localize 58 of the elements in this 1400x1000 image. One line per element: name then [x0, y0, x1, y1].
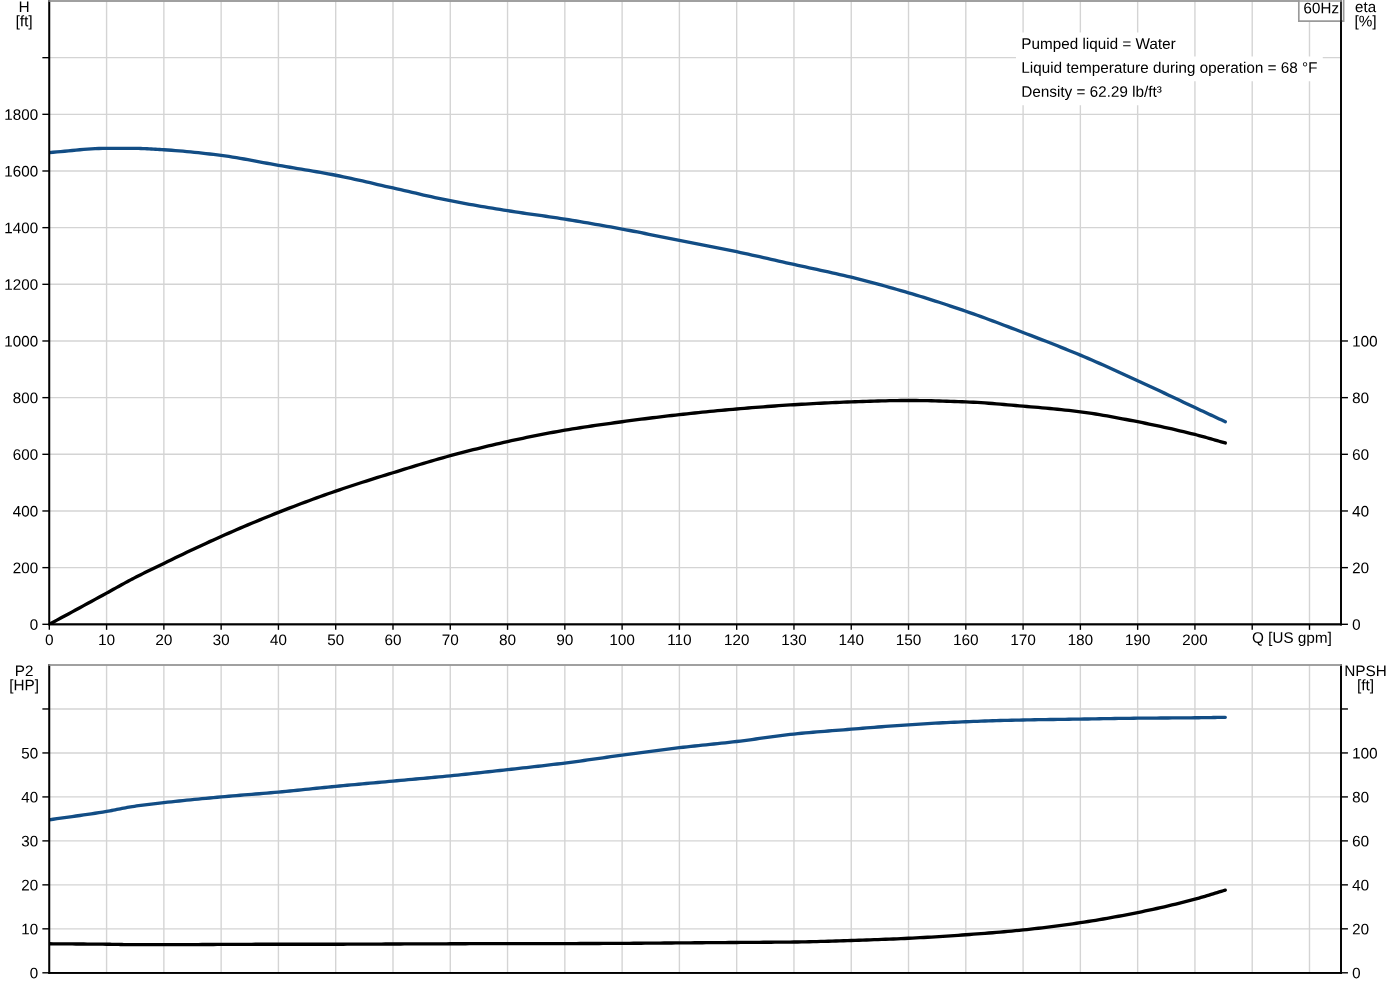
x-tick-label: 40	[270, 634, 287, 646]
y2-axis-title: NPSH [ft]	[1345, 665, 1386, 694]
y-tick-label: 800	[13, 392, 38, 404]
x-tick-label: 90	[557, 634, 573, 646]
annotation: Liquid temperature during operation = 68 °F	[1022, 61, 1317, 77]
y-axis-title: H [ft]	[16, 1, 32, 30]
x-tick-label: 60	[385, 634, 401, 646]
annotation: Pumped liquid = Water	[1022, 37, 1176, 53]
y2-tick-label: 80	[1352, 392, 1369, 404]
y-tick-label: 1200	[5, 279, 38, 290]
y2-tick-label: 0	[1352, 967, 1361, 979]
y2-tick-label: 100	[1353, 747, 1377, 759]
y-tick-label: 50	[21, 747, 38, 759]
x-tick-label: 140	[839, 634, 864, 646]
y2-tick-label: 60	[1352, 835, 1369, 847]
x-tick-label: 20	[156, 634, 172, 646]
y-tick-label: 0	[30, 619, 38, 630]
y2-tick-label: 40	[1352, 879, 1369, 891]
x-tick-label: 160	[954, 634, 978, 646]
y-tick-label: 0	[30, 967, 38, 979]
x-tick-label: 170	[1011, 634, 1036, 646]
x-tick-label: 10	[99, 634, 115, 646]
y-tick-label: 1800	[5, 109, 38, 121]
y-axis-title: P2 [HP]	[10, 665, 38, 694]
y-tick-label: 600	[13, 449, 38, 460]
x-tick-label: 130	[782, 634, 807, 646]
x-tick-label: 110	[668, 634, 691, 646]
y2-tick-label: 0	[1352, 619, 1361, 630]
x-tick-label: 150	[896, 634, 921, 646]
y-tick-label: 30	[21, 835, 38, 847]
x-tick-label: 190	[1126, 634, 1150, 646]
x-tick-label: 50	[327, 634, 344, 646]
y2-tick-label: 20	[1352, 562, 1369, 574]
y-tick-label: 1400	[5, 222, 38, 234]
x-tick-label: 120	[725, 634, 749, 646]
x-tick-label: 180	[1068, 634, 1093, 646]
y-tick-label: 1600	[5, 165, 38, 177]
y-tick-label: 1000	[5, 335, 38, 347]
x-tick-label: 30	[213, 634, 230, 646]
y2-tick-label: 40	[1352, 505, 1369, 517]
x-tick-label: 0	[45, 634, 53, 646]
x-tick-label: 200	[1182, 634, 1208, 646]
annotation: 60Hz	[1304, 2, 1339, 14]
x-tick-label: 80	[499, 634, 516, 646]
annotation: Density = 62.29 lb/ft³	[1022, 85, 1162, 100]
y2-tick-label: 80	[1352, 791, 1369, 803]
y-tick-label: 200	[13, 562, 38, 574]
y2-tick-label: 100	[1353, 335, 1377, 347]
x-tick-label: 100	[610, 634, 635, 646]
y2-tick-label: 60	[1352, 449, 1369, 460]
y-tick-label: 10	[22, 923, 38, 935]
y2-tick-label: 20	[1352, 923, 1369, 935]
x-tick-label: 70	[442, 634, 459, 646]
y-tick-label: 20	[21, 879, 38, 891]
y2-axis-title: eta [%]	[1355, 2, 1377, 30]
x-axis-title: Q [US gpm]	[1252, 631, 1331, 647]
y-tick-label: 40	[21, 791, 38, 803]
y-tick-label: 400	[13, 505, 38, 517]
